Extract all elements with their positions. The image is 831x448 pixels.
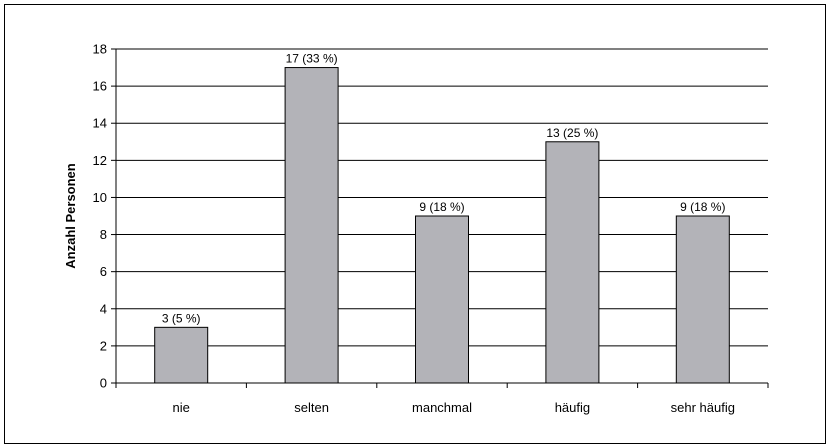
y-tick-label: 0: [100, 376, 107, 391]
x-tick-label: manchmal: [412, 400, 472, 415]
y-axis-label: Anzahl Personen: [63, 163, 78, 269]
x-tick-label: selten: [294, 400, 329, 415]
bar-selten: [285, 68, 338, 383]
data-label: 13 (25 %): [546, 126, 598, 140]
x-tick-label: sehr häufig: [671, 400, 735, 415]
y-tick-label: 14: [93, 116, 107, 131]
data-label: 17 (33 %): [286, 52, 338, 66]
y-tick-label: 18: [93, 42, 107, 57]
data-label: 9 (18 %): [419, 200, 464, 214]
y-tick-label: 2: [100, 338, 107, 353]
y-tick-label: 12: [93, 153, 107, 168]
y-tick-label: 8: [100, 227, 107, 242]
data-label: 3 (5 %): [162, 311, 201, 325]
bar-nie: [155, 327, 208, 383]
bar-sehr-häufig: [676, 216, 729, 383]
data-label: 9 (18 %): [680, 200, 725, 214]
bars: [155, 68, 730, 383]
bar-manchmal: [416, 216, 469, 383]
y-tick-label: 6: [100, 264, 107, 279]
y-tick-label: 16: [93, 79, 107, 94]
bar-häufig: [546, 142, 599, 383]
x-tick-label: häufig: [555, 400, 590, 415]
x-tick-label: nie: [173, 400, 190, 415]
y-tick-label: 4: [100, 301, 107, 316]
y-tick-label: 10: [93, 190, 107, 205]
